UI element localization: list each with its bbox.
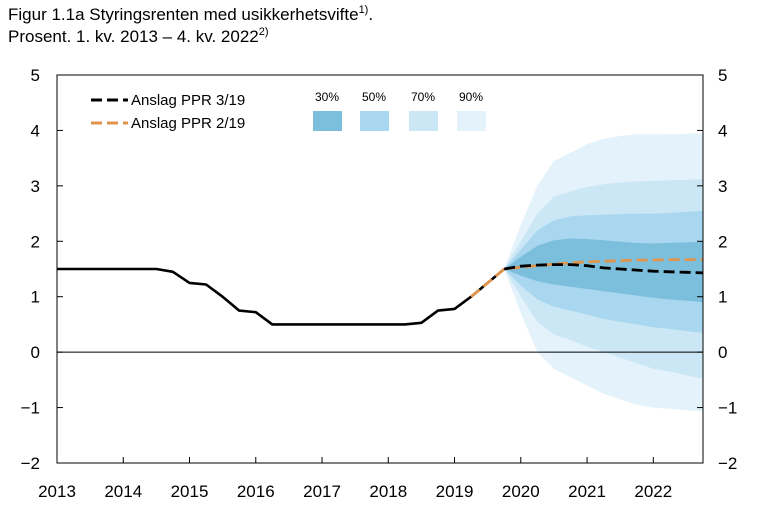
y-axis-left-labels: −2 −1 0 1 2 3 4 5 bbox=[21, 66, 40, 473]
uncertainty-fan bbox=[504, 133, 703, 412]
y-label-right: 3 bbox=[718, 177, 727, 196]
y-label-right: −2 bbox=[718, 454, 737, 473]
title-line-1: Figur 1.1a Styringsrenten med usikkerhet… bbox=[8, 4, 374, 25]
chart-title: Figur 1.1a Styringsrenten med usikkerhet… bbox=[8, 4, 373, 48]
legend-pct-50: 50% bbox=[362, 90, 386, 104]
legend-swatch-50 bbox=[360, 111, 389, 131]
legend-swatch-90 bbox=[457, 111, 486, 131]
y-label-left: 4 bbox=[31, 121, 40, 140]
y-label-right: 0 bbox=[718, 343, 727, 362]
y-label-left: −2 bbox=[21, 454, 40, 473]
legend-pct-90: 90% bbox=[459, 90, 483, 104]
x-label: 2018 bbox=[369, 482, 407, 501]
x-label: 2017 bbox=[303, 482, 341, 501]
y-label-right: 4 bbox=[718, 121, 727, 140]
y-label-left: 0 bbox=[31, 343, 40, 362]
legend-swatch-30 bbox=[313, 111, 342, 131]
y-label-left: 5 bbox=[31, 66, 40, 85]
y-label-right: 2 bbox=[718, 232, 727, 251]
y-label-left: −1 bbox=[21, 399, 40, 418]
x-label: 2015 bbox=[171, 482, 209, 501]
x-label: 2016 bbox=[237, 482, 275, 501]
y-label-right: 5 bbox=[718, 66, 727, 85]
x-label: 2021 bbox=[568, 482, 606, 501]
line-historical bbox=[57, 267, 506, 326]
series-lines bbox=[57, 258, 704, 326]
x-label: 2022 bbox=[634, 482, 672, 501]
y-label-left: 2 bbox=[31, 232, 40, 251]
fan-band-30 bbox=[504, 238, 703, 303]
legend-pct-70: 70% bbox=[411, 90, 435, 104]
x-label: 2014 bbox=[104, 482, 142, 501]
axis-ticks bbox=[57, 74, 703, 464]
title-line-2: Prosent. 1. kv. 2013 – 4. kv. 20222) bbox=[8, 26, 269, 47]
y-label-left: 1 bbox=[31, 288, 40, 307]
plot-frame bbox=[56, 74, 704, 464]
x-label: 2020 bbox=[502, 482, 540, 501]
line-ppr-3-19 bbox=[503, 263, 704, 275]
legend-label-ppr-3-19: Anslag PPR 3/19 bbox=[131, 92, 245, 109]
legend-pct-30: 30% bbox=[315, 90, 339, 104]
x-label: 2013 bbox=[38, 482, 76, 501]
y-label-right: 1 bbox=[718, 288, 727, 307]
y-label-left: 3 bbox=[31, 177, 40, 196]
x-axis-labels: 2013 2014 2015 2016 2017 2018 2019 2020 2021 2022 bbox=[38, 482, 672, 501]
legend: Anslag PPR 3/19 Anslag PPR 2/19 30% 50% 70% 9… bbox=[91, 90, 486, 132]
legend-swatch-70 bbox=[409, 111, 438, 131]
legend-label-ppr-2-19: Anslag PPR 2/19 bbox=[131, 115, 245, 132]
y-label-right: −1 bbox=[718, 399, 737, 418]
x-label: 2019 bbox=[436, 482, 474, 501]
y-axis-right-labels: −2 −1 0 1 2 3 4 5 bbox=[718, 66, 737, 473]
